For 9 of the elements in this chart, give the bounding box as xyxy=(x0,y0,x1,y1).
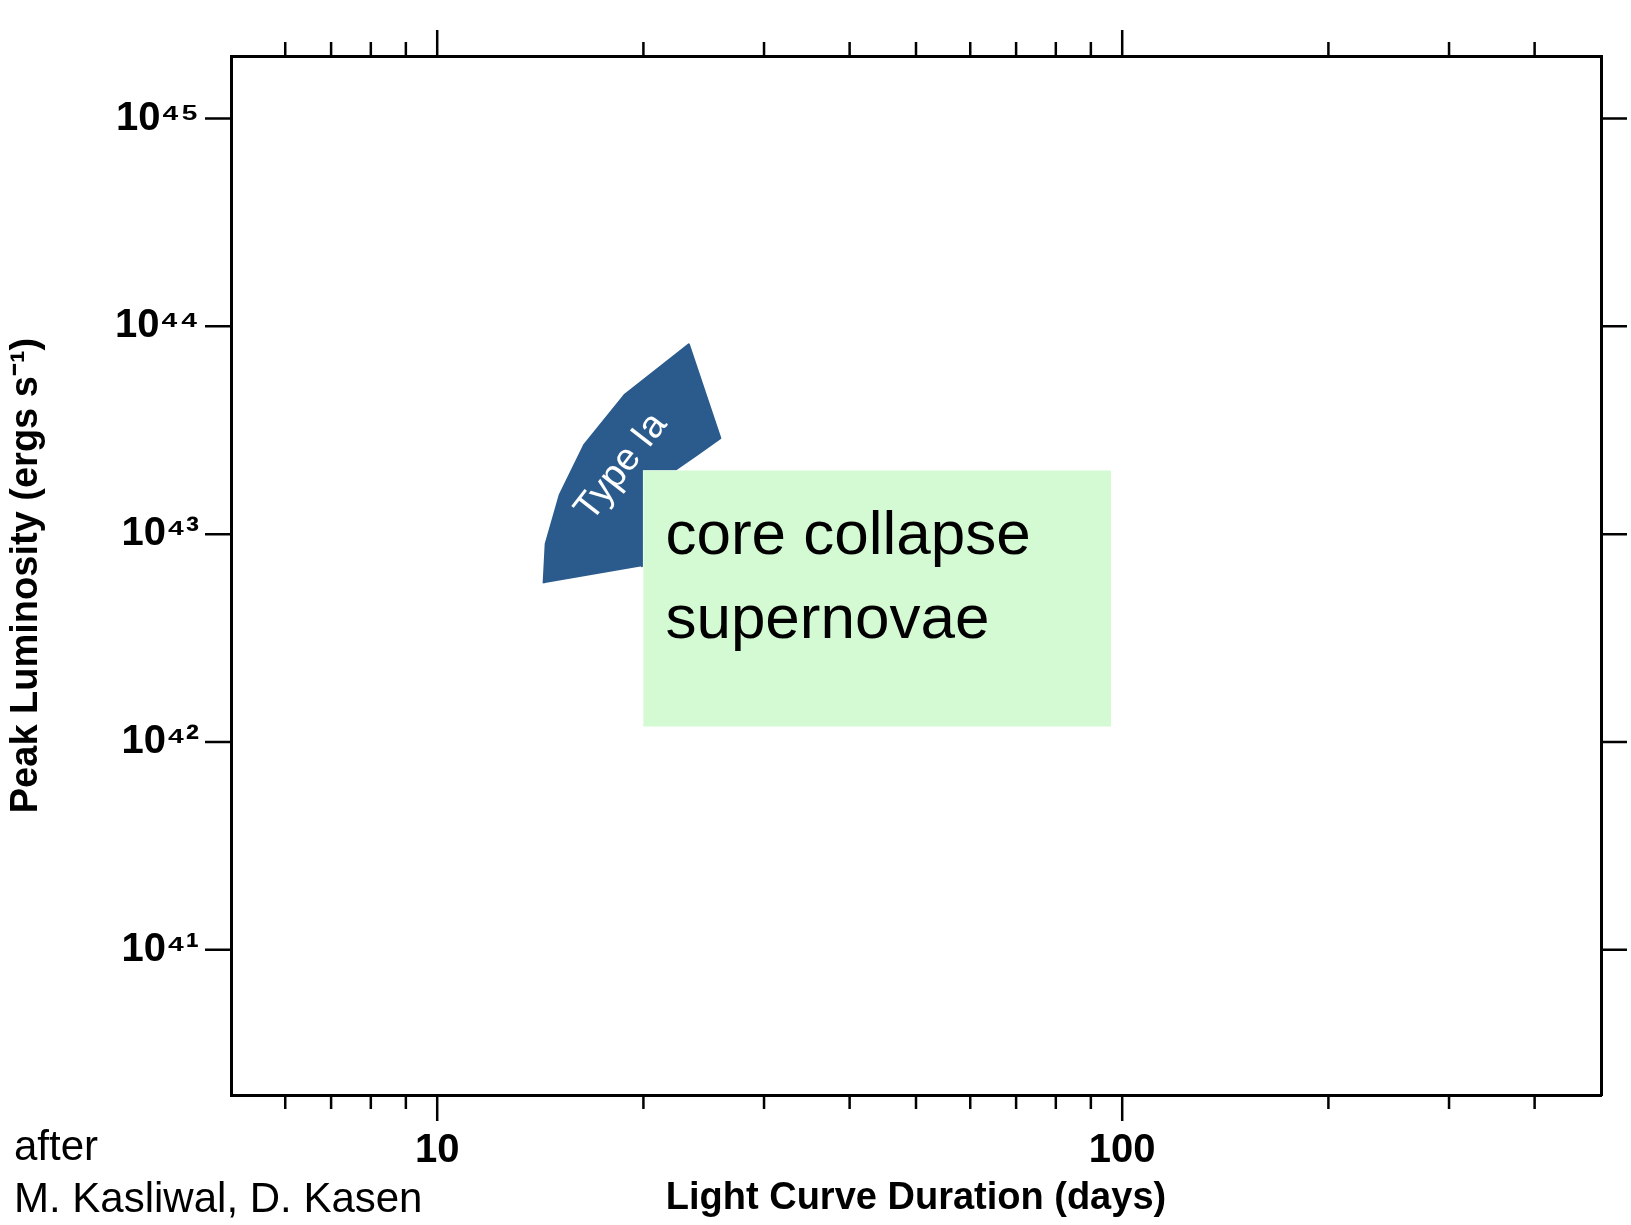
x-axis-title: Light Curve Duration (days) xyxy=(665,1174,1167,1217)
y-tick-label: 10⁴⁵ xyxy=(115,93,199,138)
series-label: core collapse supernovae xyxy=(665,497,1031,651)
y-tick-label: 10⁴³ xyxy=(121,509,199,554)
y-axis-title: Peak Luminosity (ergs s⁻¹) xyxy=(3,337,46,814)
y-tick-label: 10⁴¹ xyxy=(121,924,199,969)
y-tick-label: 10⁴⁴ xyxy=(114,301,199,346)
x-tick-label: 100 xyxy=(1088,1126,1156,1171)
y-tick-label: 10⁴² xyxy=(121,716,199,761)
